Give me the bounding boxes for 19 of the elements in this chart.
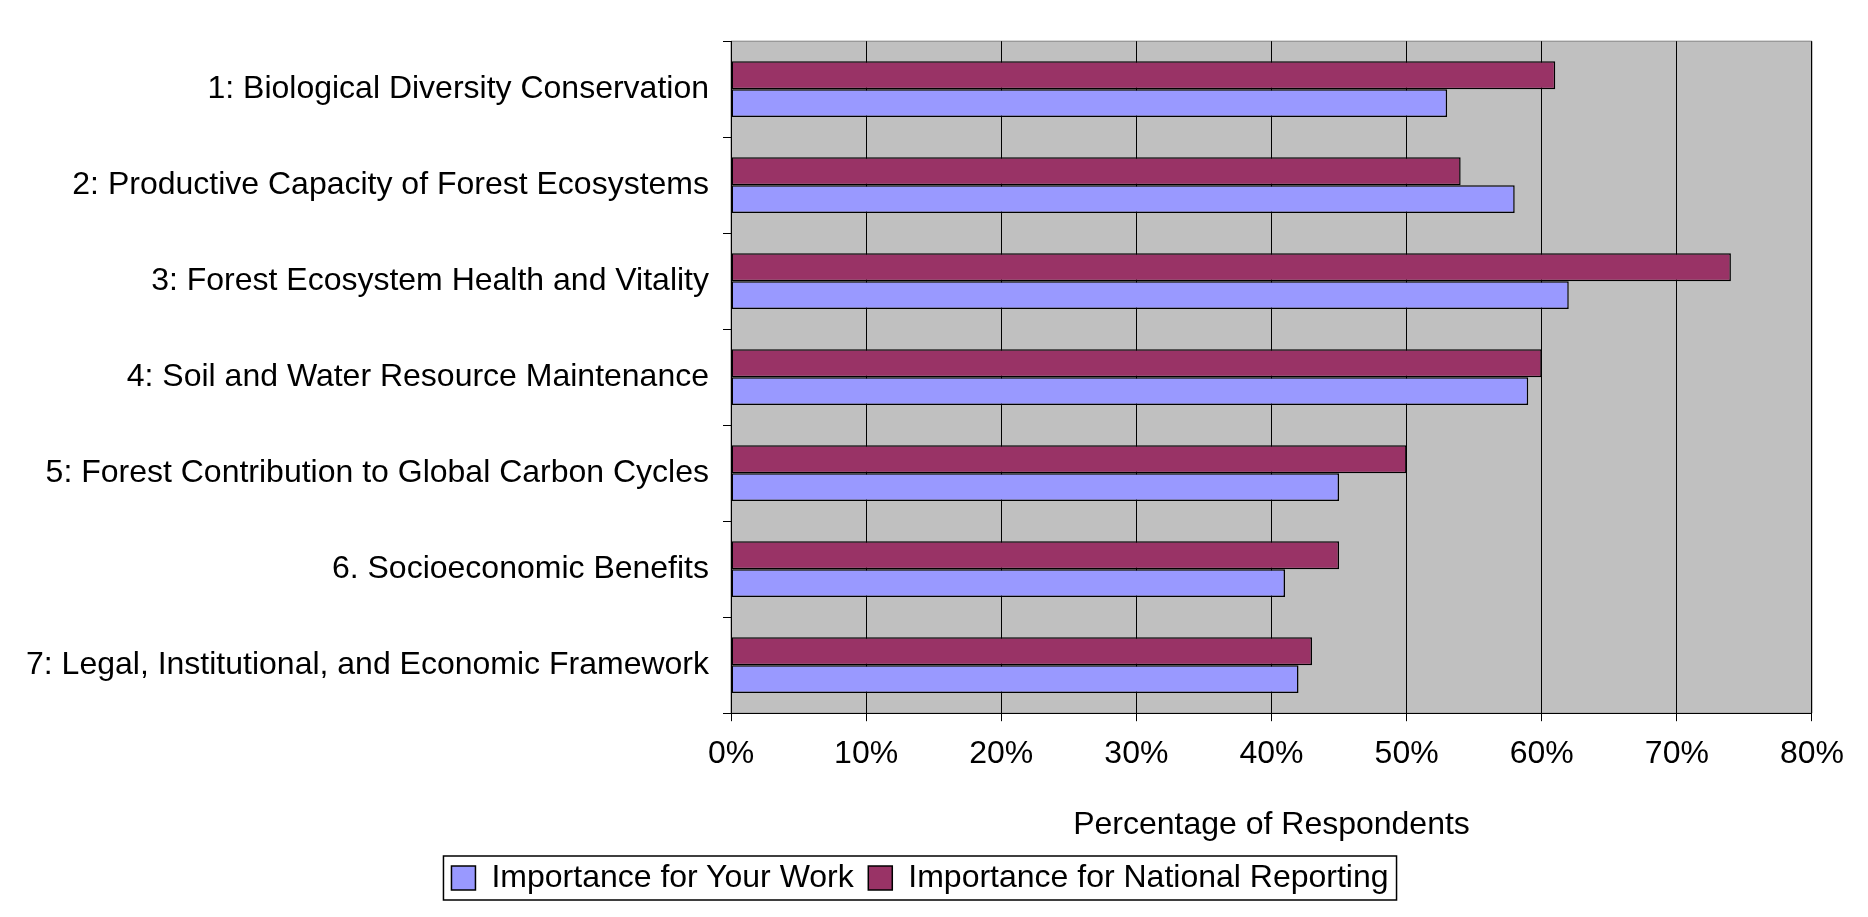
x-tick-label: 50% <box>1374 734 1439 771</box>
y-tick-label: 5: Forest Contribution to Global Carbon Cycles <box>45 453 709 490</box>
y-tick-label: 2: Productive Capacity of Forest Ecosystems <box>72 165 709 202</box>
x-tick-label: 80% <box>1779 734 1844 771</box>
x-tick-label: 30% <box>1104 734 1169 771</box>
y-tick-label: 7: Legal, Institutional, and Economic Framework <box>26 645 710 682</box>
x-tick-label: 10% <box>834 734 899 771</box>
y-tick-label: 6. Socioeconomic Benefits <box>331 549 709 586</box>
x-axis-title: Percentage of Respondents <box>1073 804 1470 841</box>
y-tick-label: 3: Forest Ecosystem Health and Vitality <box>151 261 709 298</box>
x-tick-label: 70% <box>1644 734 1709 771</box>
x-tick-label: 40% <box>1239 734 1304 771</box>
legend-label: Importance for National Reporting <box>908 857 1389 894</box>
x-tick-label: 60% <box>1509 734 1574 771</box>
y-tick-label: 4: Soil and Water Resource Maintenance <box>126 357 709 394</box>
x-tick-label: 0% <box>707 734 755 771</box>
legend-label: Importance for Your Work <box>491 857 855 894</box>
y-tick-label: 1: Biological Diversity Conservation <box>207 69 709 106</box>
x-tick-label: 20% <box>969 734 1034 771</box>
